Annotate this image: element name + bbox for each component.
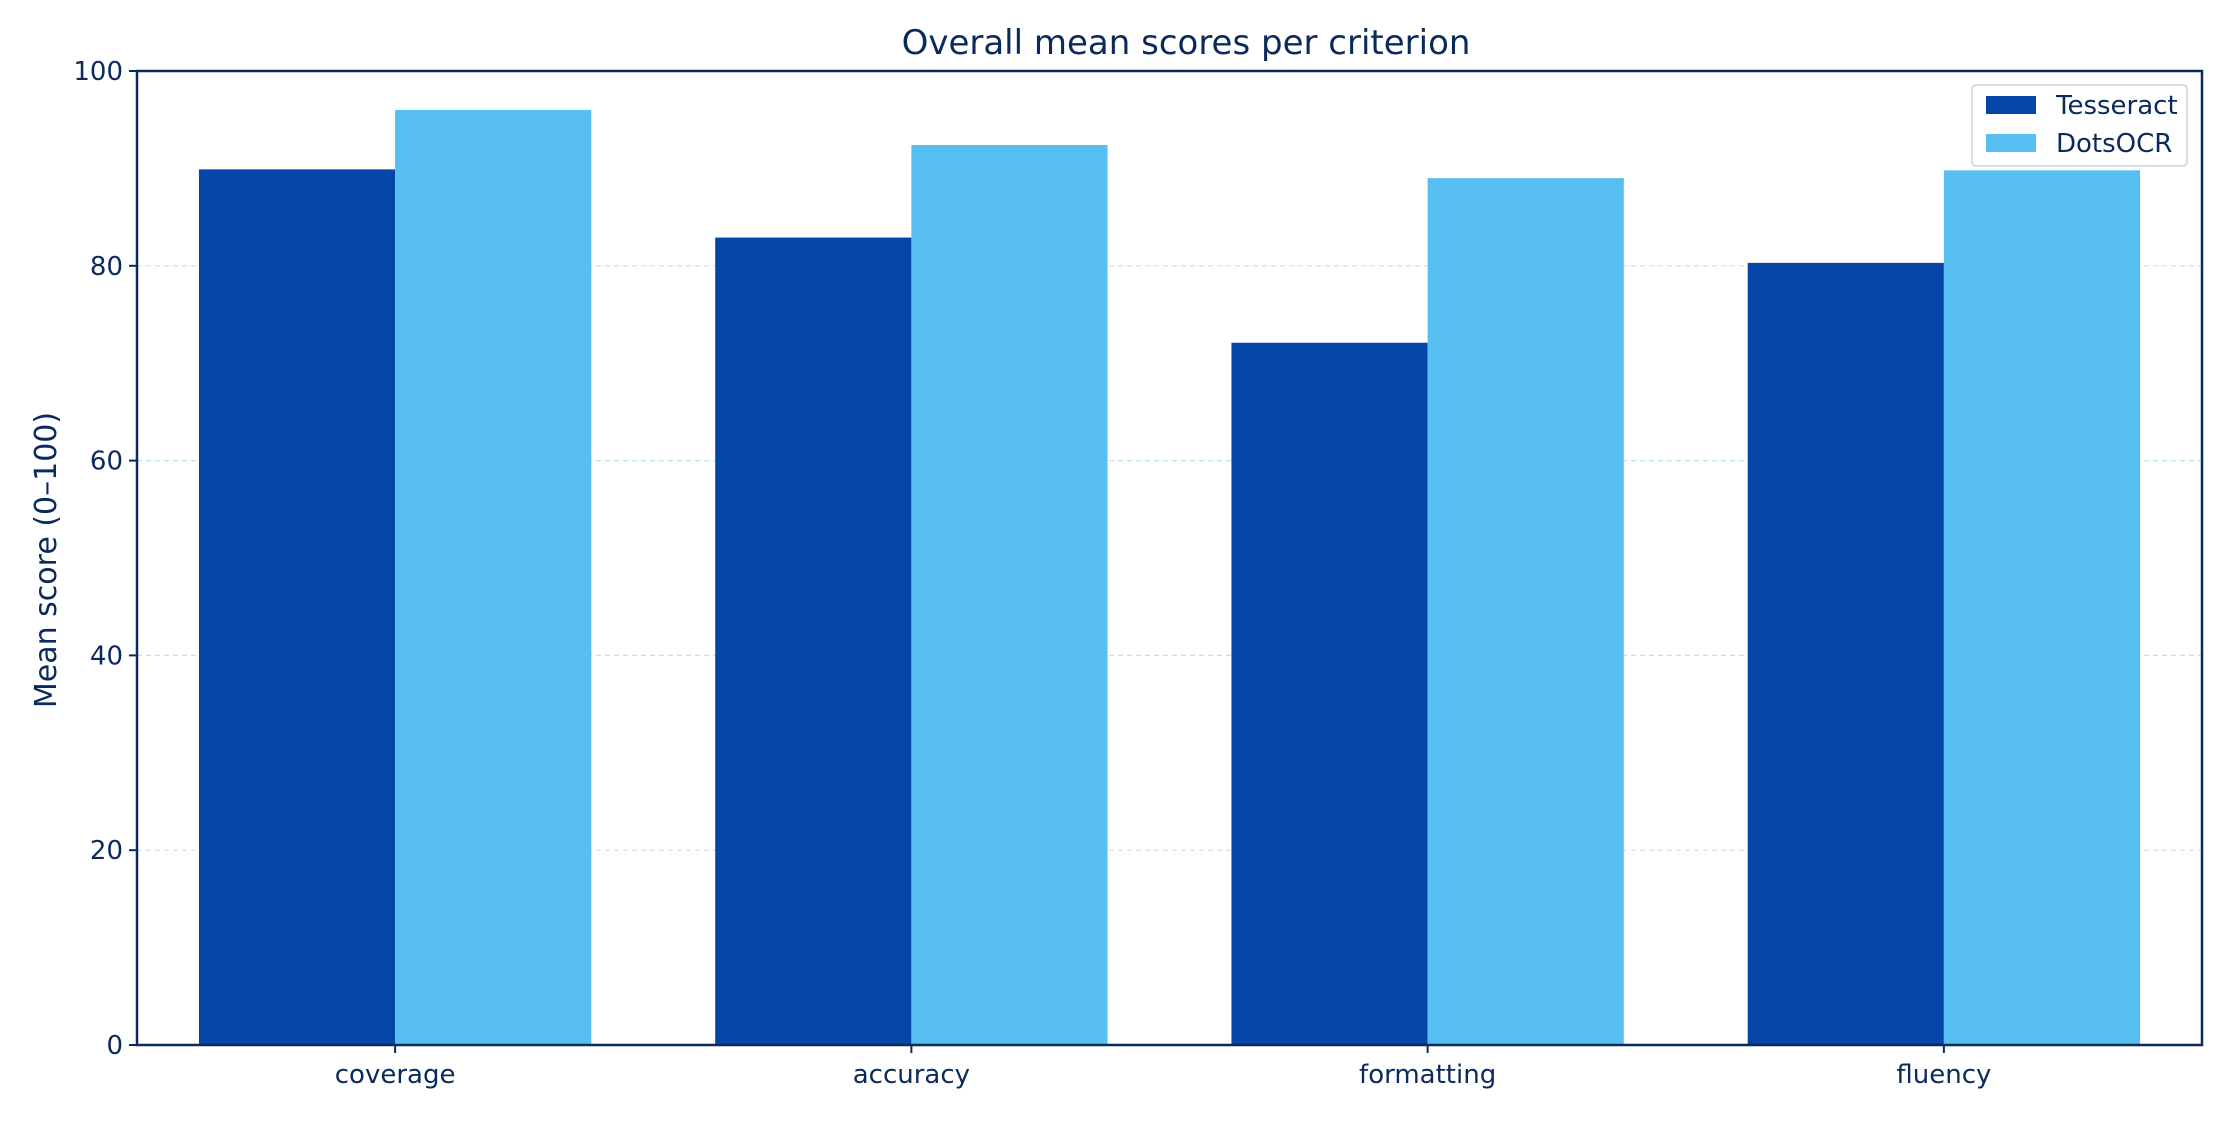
bar-tesseract-fluency [1747, 262, 1944, 1045]
bars [198, 109, 2141, 1046]
y-tick-label-100: 100 [73, 57, 123, 87]
bar-tesseract-formatting [1231, 342, 1428, 1046]
x-tick-label-formatting: formatting [1359, 1060, 1496, 1090]
y-tick-label-60: 60 [90, 447, 123, 477]
legend-label-dotsocr: DotsOCR [2056, 129, 2172, 159]
x-tick-label-coverage: coverage [335, 1060, 456, 1090]
x-axis-ticks: coverage accuracy formatting fluency [335, 1045, 1991, 1090]
y-tick-label-20: 20 [90, 836, 123, 866]
y-tick-label-40: 40 [90, 641, 123, 671]
y-tick-label-0: 0 [106, 1031, 123, 1061]
chart-title: Overall mean scores per criterion [902, 23, 1471, 63]
plot-frame [135, 69, 2204, 1047]
x-tick-label-fluency: fluency [1896, 1060, 1991, 1090]
x-tick-label-accuracy: accuracy [853, 1060, 970, 1090]
y-axis-label: Mean score (0–100) [29, 412, 64, 708]
legend-swatch-dotsocr [1986, 134, 2036, 152]
y-axis-ticks: 0 20 40 60 80 100 [73, 57, 137, 1061]
bar-tesseract-coverage [198, 169, 396, 1045]
bar-dotsocr-coverage [395, 109, 592, 1045]
bar-dotsocr-fluency [1943, 170, 2141, 1045]
legend: Tesseract DotsOCR [1971, 84, 2188, 167]
y-tick-label-80: 80 [90, 252, 123, 282]
bar-dotsocr-accuracy [911, 145, 1108, 1046]
legend-label-tesseract: Tesseract [2055, 91, 2178, 121]
bar-dotsocr-formatting [1427, 178, 1624, 1045]
legend-swatch-tesseract [1986, 96, 2036, 114]
bar-tesseract-accuracy [715, 237, 912, 1045]
